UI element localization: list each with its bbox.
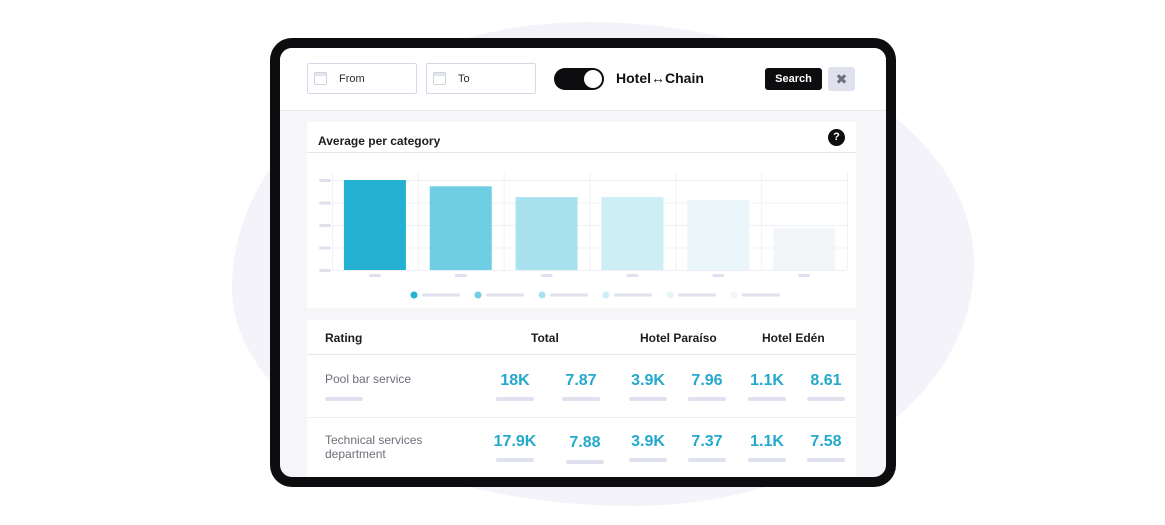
x-tick-label-placeholder (454, 274, 467, 277)
total-average-value: 7.87 (565, 372, 597, 389)
average-per-category-card: Average per category ? (307, 122, 856, 308)
hotel-eden-average-value: 7.58 (810, 433, 842, 450)
search-button[interactable]: Search (765, 68, 822, 90)
hotel-paraiso-average-value: 7.37 (691, 433, 723, 450)
value-placeholder-bar (566, 460, 604, 464)
x-tick-label-placeholder (798, 274, 811, 277)
value-placeholder-bar (748, 397, 786, 401)
legend-dot (538, 291, 546, 299)
legend-label-placeholder (550, 293, 588, 297)
legend-dot (410, 291, 418, 299)
x-tick-label-placeholder (712, 274, 725, 277)
hotel-paraiso-count-value: 3.9K (631, 372, 665, 389)
legend-label-placeholder (742, 293, 780, 297)
hotel-paraiso-average-value: 7.96 (691, 372, 723, 389)
header-divider (307, 354, 856, 355)
table-row: Technical services department 17.9K 7.88… (307, 417, 856, 477)
hotel-chain-toggle[interactable] (554, 68, 604, 90)
calendar-icon (314, 72, 327, 85)
chart-title: Average per category (318, 134, 441, 148)
hotel-eden-average-value: 8.61 (810, 372, 842, 389)
value-placeholder-bar (807, 458, 845, 462)
help-icon[interactable]: ? (828, 129, 845, 146)
legend-label-placeholder (422, 293, 460, 297)
to-date-placeholder: To (458, 73, 470, 85)
hotel-chain-label: Hotel↔Chain (616, 70, 704, 86)
divider (307, 152, 856, 153)
bar (429, 186, 492, 270)
filter-toolbar: From To Hotel↔Chain Search ✖ (280, 48, 886, 111)
from-date-input[interactable]: From (307, 63, 417, 94)
bar (343, 180, 406, 270)
row-label: Pool bar service (325, 372, 412, 386)
bar (601, 197, 664, 270)
value-placeholder-bar (496, 458, 534, 462)
legend-label-placeholder (678, 293, 716, 297)
column-header-rating: Rating (325, 331, 363, 345)
y-tick-label-placeholder (319, 179, 331, 182)
table-row: Pool bar service 18K 7.87 3.9K 7.96 1.1K… (307, 355, 856, 417)
value-placeholder-bar (748, 458, 786, 462)
total-average-value: 7.88 (569, 434, 601, 451)
legend-dot (602, 291, 610, 299)
hotel-paraiso-count-value: 3.9K (631, 433, 665, 450)
tablet-frame: From To Hotel↔Chain Search ✖ Average per… (270, 38, 896, 487)
column-header-hotel-paraiso: Hotel Paraíso (640, 331, 717, 345)
row-label: Technical services department (325, 433, 423, 461)
hotel-eden-count-value: 1.1K (750, 372, 784, 389)
bar (687, 199, 750, 270)
legend-dot (666, 291, 674, 299)
x-tick-label-placeholder (626, 274, 639, 277)
bar (515, 197, 578, 270)
value-placeholder-bar (807, 397, 845, 401)
value-placeholder-bar (496, 397, 534, 401)
y-tick-label-placeholder (319, 246, 331, 250)
x-tick-label-placeholder (540, 274, 553, 277)
toggle-knob (584, 70, 602, 88)
x-tick-label-placeholder (368, 274, 381, 277)
from-date-placeholder: From (339, 73, 365, 85)
column-header-hotel-eden: Hotel Edén (762, 331, 825, 345)
legend-label-placeholder (614, 293, 652, 297)
calendar-icon (433, 72, 446, 85)
y-tick-label-placeholder (319, 201, 331, 205)
value-placeholder-bar (629, 458, 667, 462)
value-placeholder-bar (688, 458, 726, 462)
total-count-value: 18K (500, 372, 530, 389)
value-placeholder-bar (688, 397, 726, 401)
bar (773, 228, 836, 270)
ratings-table: Rating Total Hotel Paraíso Hotel Edén Po… (307, 320, 856, 477)
close-icon[interactable]: ✖ (828, 67, 855, 91)
y-tick-label-placeholder (319, 224, 331, 227)
total-count-value: 17.9K (493, 433, 537, 450)
column-header-total: Total (531, 331, 559, 345)
legend-dot (730, 291, 738, 299)
y-tick-label-placeholder (319, 269, 331, 272)
value-placeholder-bar (562, 397, 600, 401)
value-placeholder-bar (629, 397, 667, 401)
label-placeholder-bar (325, 397, 363, 401)
to-date-input[interactable]: To (426, 63, 536, 94)
legend-dot (474, 291, 482, 299)
legend-label-placeholder (486, 293, 524, 297)
app-screen: From To Hotel↔Chain Search ✖ Average per… (280, 48, 886, 477)
bar-chart (319, 172, 848, 299)
hotel-eden-count-value: 1.1K (750, 433, 784, 450)
